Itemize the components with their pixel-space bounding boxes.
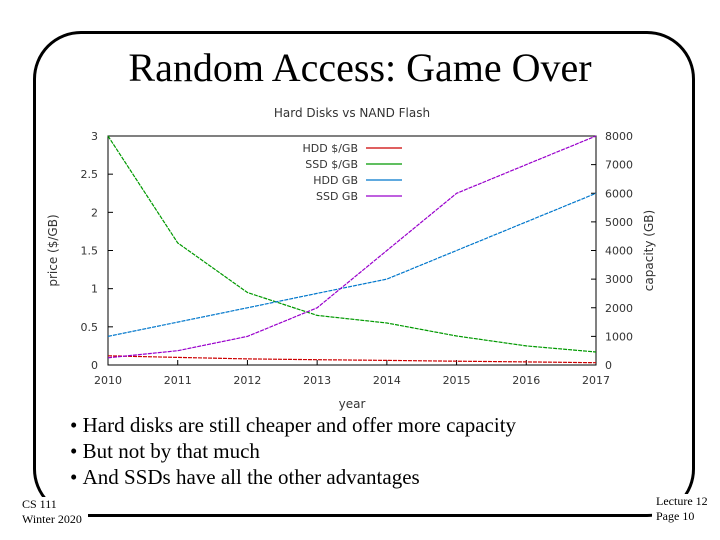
x-tick-label: 2017 — [582, 374, 610, 387]
y2-tick-label: 3000 — [605, 273, 633, 286]
bullet-item: But not by that much — [70, 438, 516, 464]
y-tick-label: 2 — [91, 206, 98, 219]
series-line — [107, 135, 597, 353]
y2-tick-label: 6000 — [605, 187, 633, 200]
price-capacity-chart: Hard Disks vs NAND Flash 0 0.5 1 1.5 2 2.5 3 0 10… — [46, 106, 656, 411]
y2-tick-label: 5000 — [605, 216, 633, 229]
y-tick-label: 1.5 — [81, 245, 99, 258]
page-footer: Lecture 12 Page 10 — [652, 494, 708, 524]
legend-label: HDD GB — [313, 174, 358, 187]
y2-tick-label: 7000 — [605, 159, 633, 172]
series-line — [107, 355, 597, 364]
slide-title: Random Access: Game Over — [128, 45, 592, 90]
x-tick-label: 2011 — [164, 374, 192, 387]
bullet-item: And SSDs have all the other advantages — [70, 464, 516, 490]
y2-tick-label: 4000 — [605, 245, 633, 258]
x-tick-label: 2015 — [443, 374, 471, 387]
y-tick-label: 0 — [91, 359, 98, 372]
x-tick-label: 2016 — [512, 374, 540, 387]
y-tick-label: 1 — [91, 283, 98, 296]
y-tick-label: 0.5 — [81, 321, 99, 334]
y2-tick-label: 1000 — [605, 330, 633, 343]
bullet-list: Hard disks are still cheaper and offer m… — [70, 412, 516, 490]
x-tick-label: 2013 — [303, 374, 331, 387]
y2-tick-label: 2000 — [605, 302, 633, 315]
chart-title: Hard Disks vs NAND Flash — [274, 106, 430, 120]
x-tick-label: 2010 — [94, 374, 122, 387]
y-tick-label: 2.5 — [81, 168, 99, 181]
x-tick-label: 2014 — [373, 374, 401, 387]
y-axis-label: price ($/GB) — [46, 214, 60, 286]
y-tick-label: 3 — [91, 130, 98, 143]
legend-label: HDD $/GB — [303, 142, 358, 155]
page-number: Page 10 — [656, 509, 695, 523]
course-footer: CS 111 Winter 2020 — [22, 497, 88, 527]
series-line — [107, 135, 597, 359]
legend-label: SSD GB — [316, 190, 358, 203]
bullet-item: Hard disks are still cheaper and offer m… — [70, 412, 516, 438]
x-tick-label: 2012 — [233, 374, 261, 387]
y2-tick-label: 0 — [605, 359, 612, 372]
legend-label: SSD $/GB — [305, 158, 358, 171]
y2-axis-label: capacity (GB) — [642, 210, 656, 291]
lecture-number: Lecture 12 — [656, 494, 708, 508]
y2-tick-label: 8000 — [605, 130, 633, 143]
series-line — [107, 192, 597, 337]
course-term: Winter 2020 — [22, 512, 82, 526]
x-axis-label: year — [339, 397, 366, 411]
course-name: CS 111 — [22, 497, 57, 511]
